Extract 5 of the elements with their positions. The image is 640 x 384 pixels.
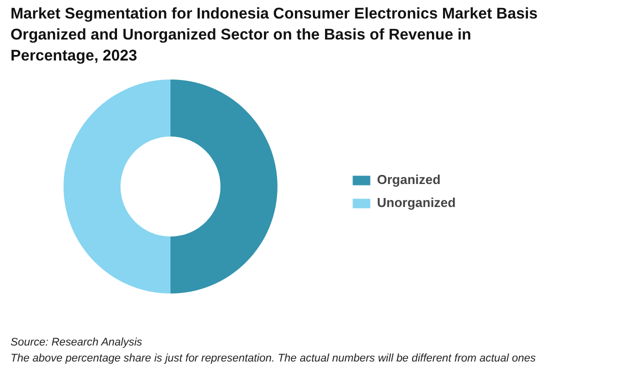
chart-title: Market Segmentation for Indonesia Consumer Electronics Market Basis Organized and Unorganized Sector on the Basis of Revenue in Percentage, 2023 xyxy=(10,6,538,64)
source-note: Source: Research Analysis xyxy=(10,336,143,348)
legend-label: Unorganized xyxy=(377,195,456,210)
text: The above percentage share is just for representation. The actual numbers will be different from actual ones xyxy=(10,352,536,364)
legend-label: Organized xyxy=(377,172,441,187)
